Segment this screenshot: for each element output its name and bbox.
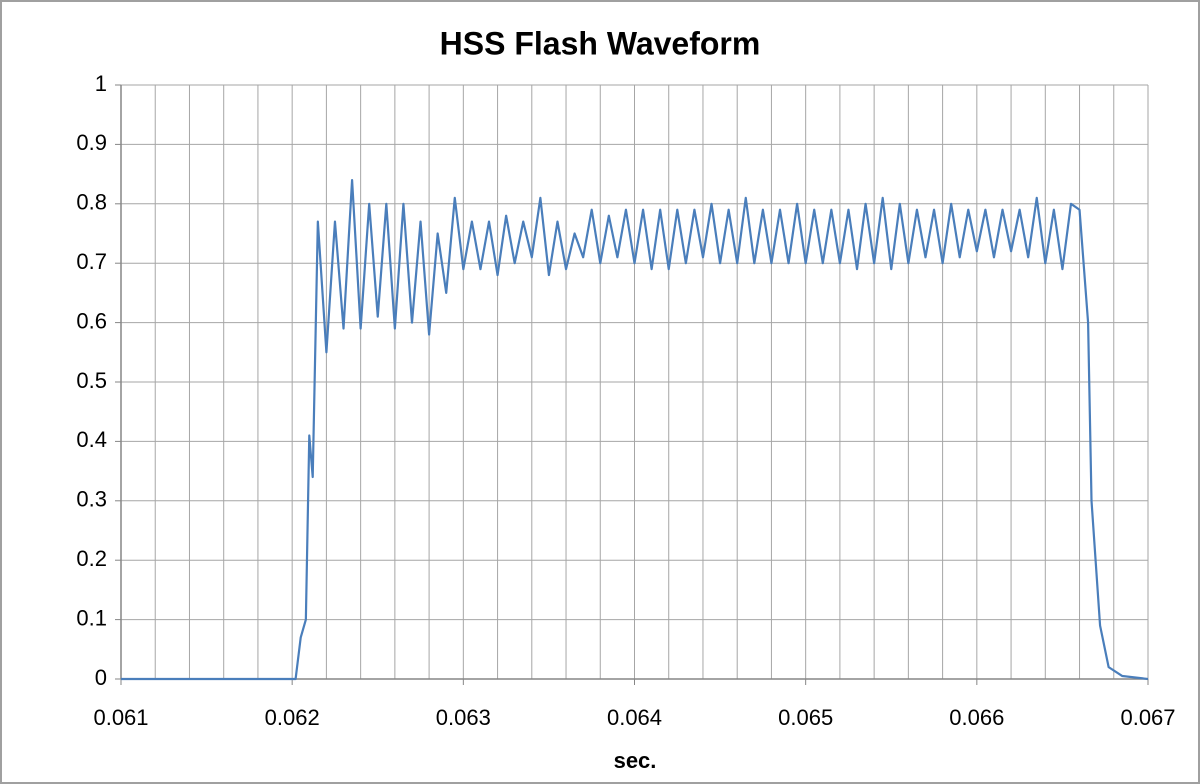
y-tick-label: 0 <box>95 665 107 690</box>
y-tick-label: 1 <box>95 71 107 96</box>
x-tick-label: 0.063 <box>436 705 491 730</box>
x-tick-label: 0.067 <box>1120 705 1175 730</box>
x-tick-label: 0.062 <box>265 705 320 730</box>
data-line <box>121 178 1149 681</box>
y-tick-label: 0.6 <box>76 308 107 333</box>
x-tick-label: 0.064 <box>607 705 662 730</box>
y-tick-label: 0.7 <box>76 249 107 274</box>
y-tick-label: 0.4 <box>76 427 107 452</box>
x-tick-label: 0.061 <box>93 705 148 730</box>
y-tick-label: 0.9 <box>76 130 107 155</box>
y-tick-label: 0.3 <box>76 487 107 512</box>
x-tick-label: 0.066 <box>949 705 1004 730</box>
chart-title: HSS Flash Waveform <box>440 25 761 61</box>
x-tick-label: 0.065 <box>778 705 833 730</box>
y-tick-label: 0.1 <box>76 605 107 630</box>
y-tick-label: 0.5 <box>76 368 107 393</box>
x-axis-label: sec. <box>614 748 657 773</box>
y-tick-label: 0.8 <box>76 190 107 215</box>
y-tick-label: 0.2 <box>76 546 107 571</box>
